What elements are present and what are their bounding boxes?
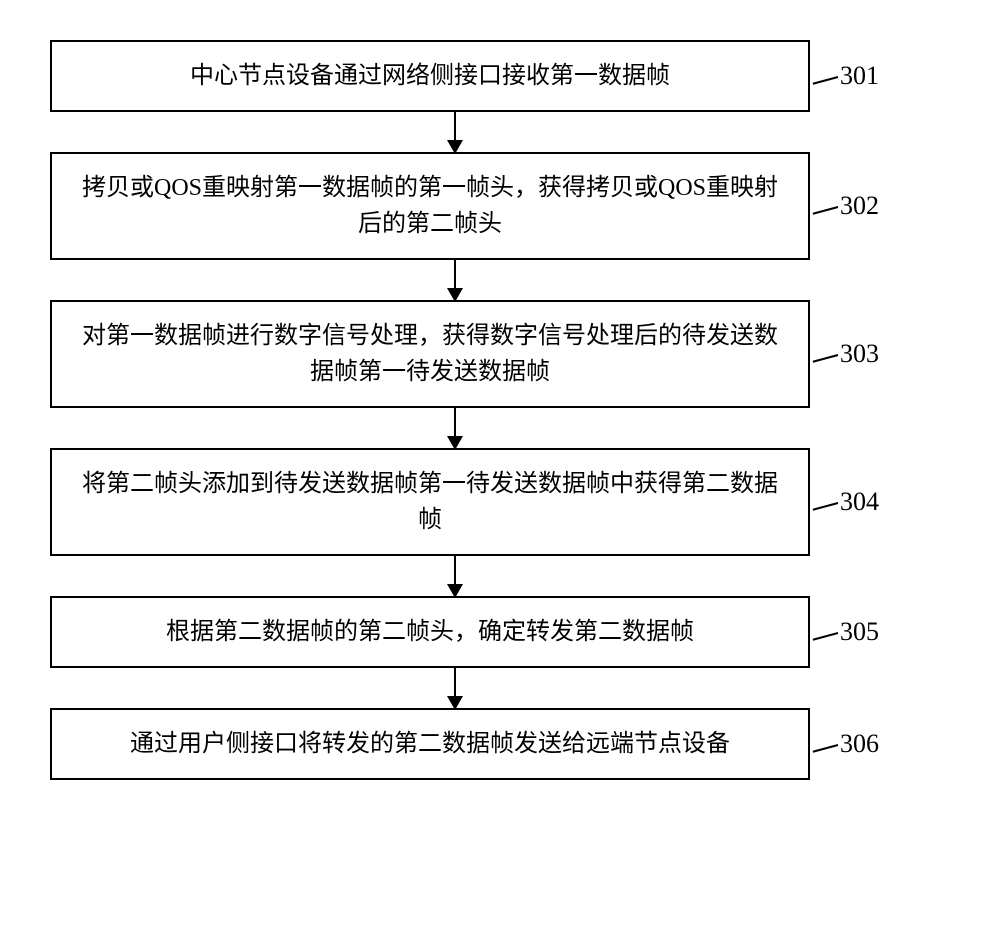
arrow-icon	[454, 668, 456, 708]
label-text: 305	[840, 617, 879, 646]
label-text: 303	[840, 339, 879, 368]
step-row: 根据第二数据帧的第二帧头，确定转发第二数据帧 305	[50, 596, 950, 668]
step-label-303: 303	[840, 339, 879, 369]
arrow-icon	[454, 408, 456, 448]
step-text: 中心节点设备通过网络侧接口接收第一数据帧	[190, 58, 670, 94]
step-box-306: 通过用户侧接口将转发的第二数据帧发送给远端节点设备	[50, 708, 810, 780]
label-connector	[813, 744, 839, 753]
step-row: 通过用户侧接口将转发的第二数据帧发送给远端节点设备 306	[50, 708, 950, 780]
step-label-304: 304	[840, 487, 879, 517]
step-row: 中心节点设备通过网络侧接口接收第一数据帧 301	[50, 40, 950, 112]
label-text: 302	[840, 191, 879, 220]
step-text: 拷贝或QOS重映射第一数据帧的第一帧头，获得拷贝或QOS重映射后的第二帧头	[72, 170, 788, 242]
flowchart-container: 中心节点设备通过网络侧接口接收第一数据帧 301 拷贝或QOS重映射第一数据帧的…	[50, 40, 950, 780]
label-text: 301	[840, 61, 879, 90]
label-text: 304	[840, 487, 879, 516]
step-label-301: 301	[840, 61, 879, 91]
step-box-303: 对第一数据帧进行数字信号处理，获得数字信号处理后的待发送数据帧第一待发送数据帧	[50, 300, 810, 408]
step-label-302: 302	[840, 191, 879, 221]
step-label-305: 305	[840, 617, 879, 647]
step-row: 拷贝或QOS重映射第一数据帧的第一帧头，获得拷贝或QOS重映射后的第二帧头 30…	[50, 152, 950, 260]
label-connector	[813, 502, 839, 511]
arrow-icon	[454, 112, 456, 152]
step-box-304: 将第二帧头添加到待发送数据帧第一待发送数据帧中获得第二数据帧	[50, 448, 810, 556]
step-text: 将第二帧头添加到待发送数据帧第一待发送数据帧中获得第二数据帧	[72, 466, 788, 538]
label-connector	[813, 354, 839, 363]
step-row: 将第二帧头添加到待发送数据帧第一待发送数据帧中获得第二数据帧 304	[50, 448, 950, 556]
step-text: 对第一数据帧进行数字信号处理，获得数字信号处理后的待发送数据帧第一待发送数据帧	[72, 318, 788, 390]
arrow-icon	[454, 260, 456, 300]
step-text: 通过用户侧接口将转发的第二数据帧发送给远端节点设备	[130, 726, 730, 762]
label-text: 306	[840, 729, 879, 758]
step-text: 根据第二数据帧的第二帧头，确定转发第二数据帧	[166, 614, 694, 650]
label-connector	[813, 206, 839, 215]
arrow-icon	[454, 556, 456, 596]
label-connector	[813, 76, 839, 85]
step-box-302: 拷贝或QOS重映射第一数据帧的第一帧头，获得拷贝或QOS重映射后的第二帧头	[50, 152, 810, 260]
label-connector	[813, 632, 839, 641]
step-label-306: 306	[840, 729, 879, 759]
step-box-305: 根据第二数据帧的第二帧头，确定转发第二数据帧	[50, 596, 810, 668]
step-row: 对第一数据帧进行数字信号处理，获得数字信号处理后的待发送数据帧第一待发送数据帧 …	[50, 300, 950, 408]
step-box-301: 中心节点设备通过网络侧接口接收第一数据帧	[50, 40, 810, 112]
